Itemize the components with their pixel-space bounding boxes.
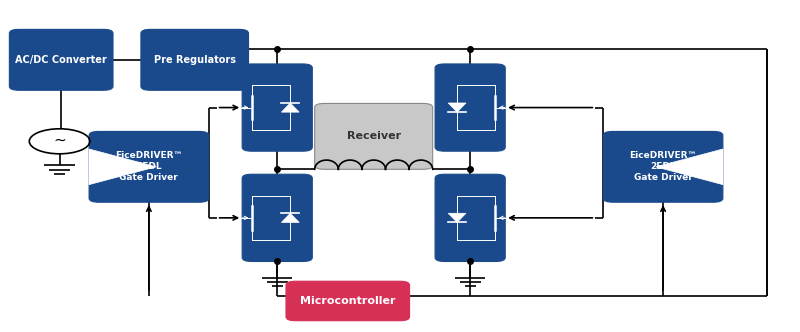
FancyBboxPatch shape bbox=[314, 104, 433, 169]
FancyBboxPatch shape bbox=[141, 29, 249, 90]
Polygon shape bbox=[282, 213, 299, 222]
Text: Microcontroller: Microcontroller bbox=[300, 296, 395, 306]
FancyBboxPatch shape bbox=[603, 131, 723, 202]
Polygon shape bbox=[89, 149, 156, 185]
Text: ~: ~ bbox=[54, 133, 66, 148]
Text: EiceDRIVER™
2EDL
Gate Driver: EiceDRIVER™ 2EDL Gate Driver bbox=[115, 151, 182, 182]
FancyBboxPatch shape bbox=[435, 64, 506, 151]
Text: AC/DC Converter: AC/DC Converter bbox=[15, 55, 107, 65]
Text: Pre Regulators: Pre Regulators bbox=[154, 55, 236, 65]
FancyBboxPatch shape bbox=[286, 281, 410, 321]
Text: Receiver: Receiver bbox=[346, 131, 401, 141]
Polygon shape bbox=[448, 103, 466, 112]
Text: EiceDRIVER™
2EDL
Gate Driver: EiceDRIVER™ 2EDL Gate Driver bbox=[630, 151, 697, 182]
FancyBboxPatch shape bbox=[89, 131, 209, 202]
FancyBboxPatch shape bbox=[10, 29, 113, 90]
Polygon shape bbox=[282, 103, 299, 112]
Polygon shape bbox=[448, 213, 466, 222]
FancyBboxPatch shape bbox=[242, 174, 312, 262]
FancyBboxPatch shape bbox=[435, 174, 506, 262]
Polygon shape bbox=[656, 149, 723, 185]
FancyBboxPatch shape bbox=[242, 64, 312, 151]
